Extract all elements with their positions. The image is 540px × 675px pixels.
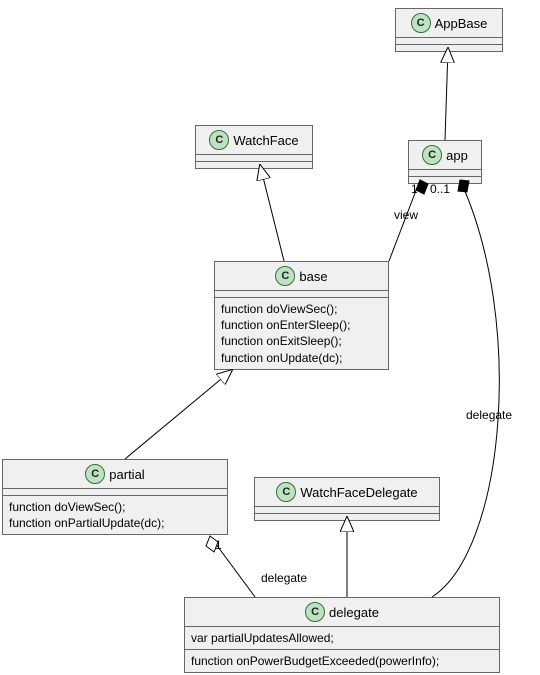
class-header: C partial xyxy=(3,460,227,489)
edge-multiplicity: 0..1 xyxy=(430,182,450,196)
class-base: C base function doViewSec(); function on… xyxy=(214,261,389,370)
edge-label-view: view xyxy=(394,208,418,222)
method: function onPowerBudgetExceeded(powerInfo… xyxy=(191,653,493,669)
method: function doViewSec(); xyxy=(221,301,382,317)
class-icon: C xyxy=(209,130,229,150)
class-icon: C xyxy=(275,266,295,286)
class-header: C delegate xyxy=(185,598,499,627)
class-title: WatchFace xyxy=(233,133,298,148)
class-header: C base xyxy=(215,262,388,291)
class-icon: C xyxy=(85,464,105,484)
class-attributes: var partialUpdatesAllowed; xyxy=(185,627,499,650)
class-icon: C xyxy=(305,602,325,622)
class-title: base xyxy=(299,269,327,284)
edge-multiplicity: 1 xyxy=(411,182,418,196)
class-empty-section xyxy=(196,162,312,168)
class-methods: function doViewSec(); function onPartial… xyxy=(3,496,227,534)
class-title: WatchFaceDelegate xyxy=(300,485,417,500)
class-methods: function onPowerBudgetExceeded(powerInfo… xyxy=(185,650,499,672)
method: function onUpdate(dc); xyxy=(221,350,382,366)
class-app: C app xyxy=(408,140,482,184)
edge-multiplicity: 1 xyxy=(215,538,222,552)
class-empty-section xyxy=(255,514,439,520)
class-title: app xyxy=(446,148,468,163)
class-header: C AppBase xyxy=(396,9,502,38)
class-title: partial xyxy=(109,467,144,482)
class-watchfacedelegate: C WatchFaceDelegate xyxy=(254,477,440,521)
class-empty-section xyxy=(396,38,502,45)
class-empty-section xyxy=(3,489,227,496)
edge-label-delegate: delegate xyxy=(261,571,307,585)
class-empty-section xyxy=(396,45,502,51)
edge-label-delegate: delegate xyxy=(466,408,512,422)
class-methods: function doViewSec(); function onEnterSl… xyxy=(215,298,388,369)
class-empty-section xyxy=(409,170,481,177)
class-empty-section xyxy=(255,507,439,514)
method: function onPartialUpdate(dc); xyxy=(9,515,221,531)
class-empty-section xyxy=(196,155,312,162)
class-watchface: C WatchFace xyxy=(195,125,313,169)
method: function onExitSleep(); xyxy=(221,333,382,349)
class-empty-section xyxy=(215,291,388,298)
attribute: var partialUpdatesAllowed; xyxy=(191,630,493,646)
class-header: C app xyxy=(409,141,481,170)
method: function doViewSec(); xyxy=(9,499,221,515)
class-appbase: C AppBase xyxy=(395,8,503,52)
class-title: delegate xyxy=(329,605,379,620)
class-header: C WatchFaceDelegate xyxy=(255,478,439,507)
class-header: C WatchFace xyxy=(196,126,312,155)
class-icon: C xyxy=(276,482,296,502)
class-delegate: C delegate var partialUpdatesAllowed; fu… xyxy=(184,597,500,673)
class-icon: C xyxy=(411,13,431,33)
method: function onEnterSleep(); xyxy=(221,317,382,333)
class-partial: C partial function doViewSec(); function… xyxy=(2,459,228,535)
class-icon: C xyxy=(422,145,442,165)
class-title: AppBase xyxy=(435,16,488,31)
